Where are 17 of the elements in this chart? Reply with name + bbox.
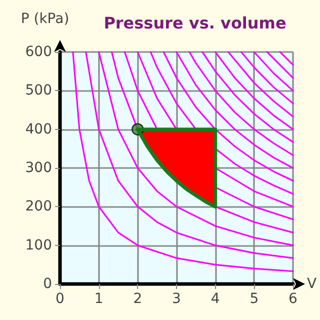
x-tick-label: 1 xyxy=(94,291,104,307)
y-tick-label: 100 xyxy=(25,237,52,254)
x-tick-label: 5 xyxy=(250,291,259,307)
x-tick-label: 0 xyxy=(56,291,64,307)
y-tick-label: 500 xyxy=(25,82,52,99)
x-tick-label: 2 xyxy=(133,291,142,307)
y-tick-label: 400 xyxy=(25,121,52,138)
y-axis-title: P (kPa) xyxy=(20,11,70,27)
x-tick-label: 6 xyxy=(288,291,298,307)
y-tick-label: 600 xyxy=(25,44,52,60)
y-tick-label: 0 xyxy=(43,276,52,292)
chart-title: Pressure vs. volume xyxy=(104,14,286,32)
x-tick-label: 3 xyxy=(172,291,181,307)
y-tick-label: 300 xyxy=(25,160,52,176)
x-axis-title: V xyxy=(307,276,317,292)
y-tick-label: 200 xyxy=(25,198,52,215)
x-tick-label: 4 xyxy=(210,291,220,307)
